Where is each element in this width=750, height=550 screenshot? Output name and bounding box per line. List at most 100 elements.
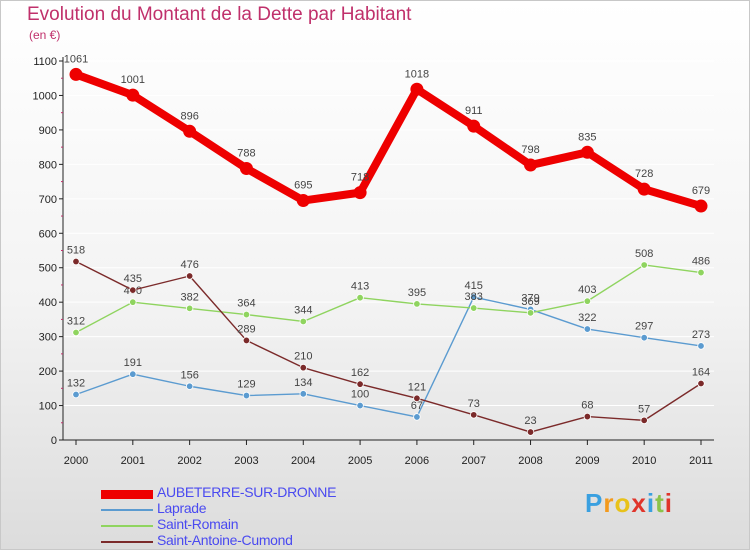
legend-label: AUBETERRE-SUR-DRONNE [157,484,337,500]
proxiti-logo: Proxiti [585,488,673,519]
logo-letter: o [614,488,632,518]
data-point [697,268,705,277]
data-label: 162 [351,367,369,379]
legend-label: Saint-Romain [157,516,239,532]
legend-label: Laprade [157,500,207,516]
data-label: 476 [180,259,198,271]
series-line [75,264,702,334]
x-tick-label: 2004 [291,455,315,467]
y-tick-label: 900 [39,125,57,137]
data-label: 344 [294,304,312,316]
logo-letter: i [664,488,673,518]
data-label: 322 [578,312,596,324]
data-label: 718 [351,172,369,184]
x-tick-label: 2003 [234,455,258,467]
data-label: 191 [124,357,142,369]
data-label: 364 [237,298,255,310]
y-tick-label: 600 [39,228,57,240]
data-point [697,379,705,388]
series-line [72,70,705,211]
data-point [296,194,310,208]
data-point [470,304,478,312]
data-label: 788 [237,147,255,159]
data-label: 379 [521,292,539,304]
logo-letter: i [646,488,656,518]
data-point [526,309,535,317]
data-label: 121 [408,381,426,393]
data-point [356,380,364,388]
data-label: 156 [180,369,198,381]
data-label: 508 [635,248,653,260]
data-label: 413 [351,281,369,293]
x-tick-label: 2000 [64,455,88,467]
x-tick-label: 2008 [518,455,542,467]
data-point [126,88,140,102]
data-point [524,158,538,172]
data-label: 273 [692,329,710,341]
data-point [185,304,194,313]
logo-letter: t [655,488,665,518]
y-tick-label: 200 [39,366,57,378]
y-tick-label: 0 [51,435,57,447]
data-label: 835 [578,131,596,143]
data-point [694,199,708,213]
data-label: 382 [180,291,198,303]
data-point [129,286,137,294]
data-point [467,119,481,133]
data-label: 23 [524,415,536,427]
data-point [239,161,253,175]
data-point [470,293,478,301]
data-point [526,428,535,436]
data-label: 67 [411,400,423,412]
data-label: 1018 [405,68,429,80]
data-point [583,412,592,421]
data-label: 911 [465,105,483,117]
data-label: 210 [294,351,312,363]
data-point [242,310,251,319]
data-label: 695 [294,180,312,192]
legend-swatch [101,509,153,511]
data-label: 73 [468,398,480,410]
data-point [637,182,651,196]
y-tick-label: 700 [39,194,57,206]
x-tick-label: 2001 [121,455,145,467]
chart-unit-label: (en €) [29,28,61,42]
x-tick-label: 2005 [348,455,372,467]
data-point [185,272,194,280]
data-label: 679 [692,185,710,197]
data-point [640,416,648,425]
data-label: 68 [581,400,593,412]
data-point [72,328,80,337]
data-label: 383 [465,291,483,303]
data-point [299,363,307,372]
data-point [583,297,592,305]
x-tick-label: 2006 [405,455,429,467]
data-label: 798 [521,144,539,156]
data-label: 369 [521,296,539,308]
y-tick-label: 1100 [33,56,57,68]
data-point [580,145,594,159]
data-label: 415 [465,280,483,292]
data-label: 57 [638,403,650,415]
data-point [72,257,80,266]
data-label: 289 [237,323,255,335]
data-point [242,391,251,400]
series-line [75,260,702,433]
data-point [242,336,251,345]
data-point [183,124,197,138]
data-label: 896 [180,110,198,122]
data-point [640,333,648,342]
y-tick-label: 500 [39,263,57,275]
data-point [413,413,421,421]
data-label: 100 [351,389,369,401]
data-point [72,390,80,399]
data-point [356,294,364,302]
data-label: 312 [67,316,85,328]
y-tick-label: 1000 [33,90,57,102]
x-tick-label: 2011 [689,455,713,467]
legend-swatch [101,489,153,499]
legend-swatch [101,541,153,543]
y-tick-label: 100 [39,401,57,413]
